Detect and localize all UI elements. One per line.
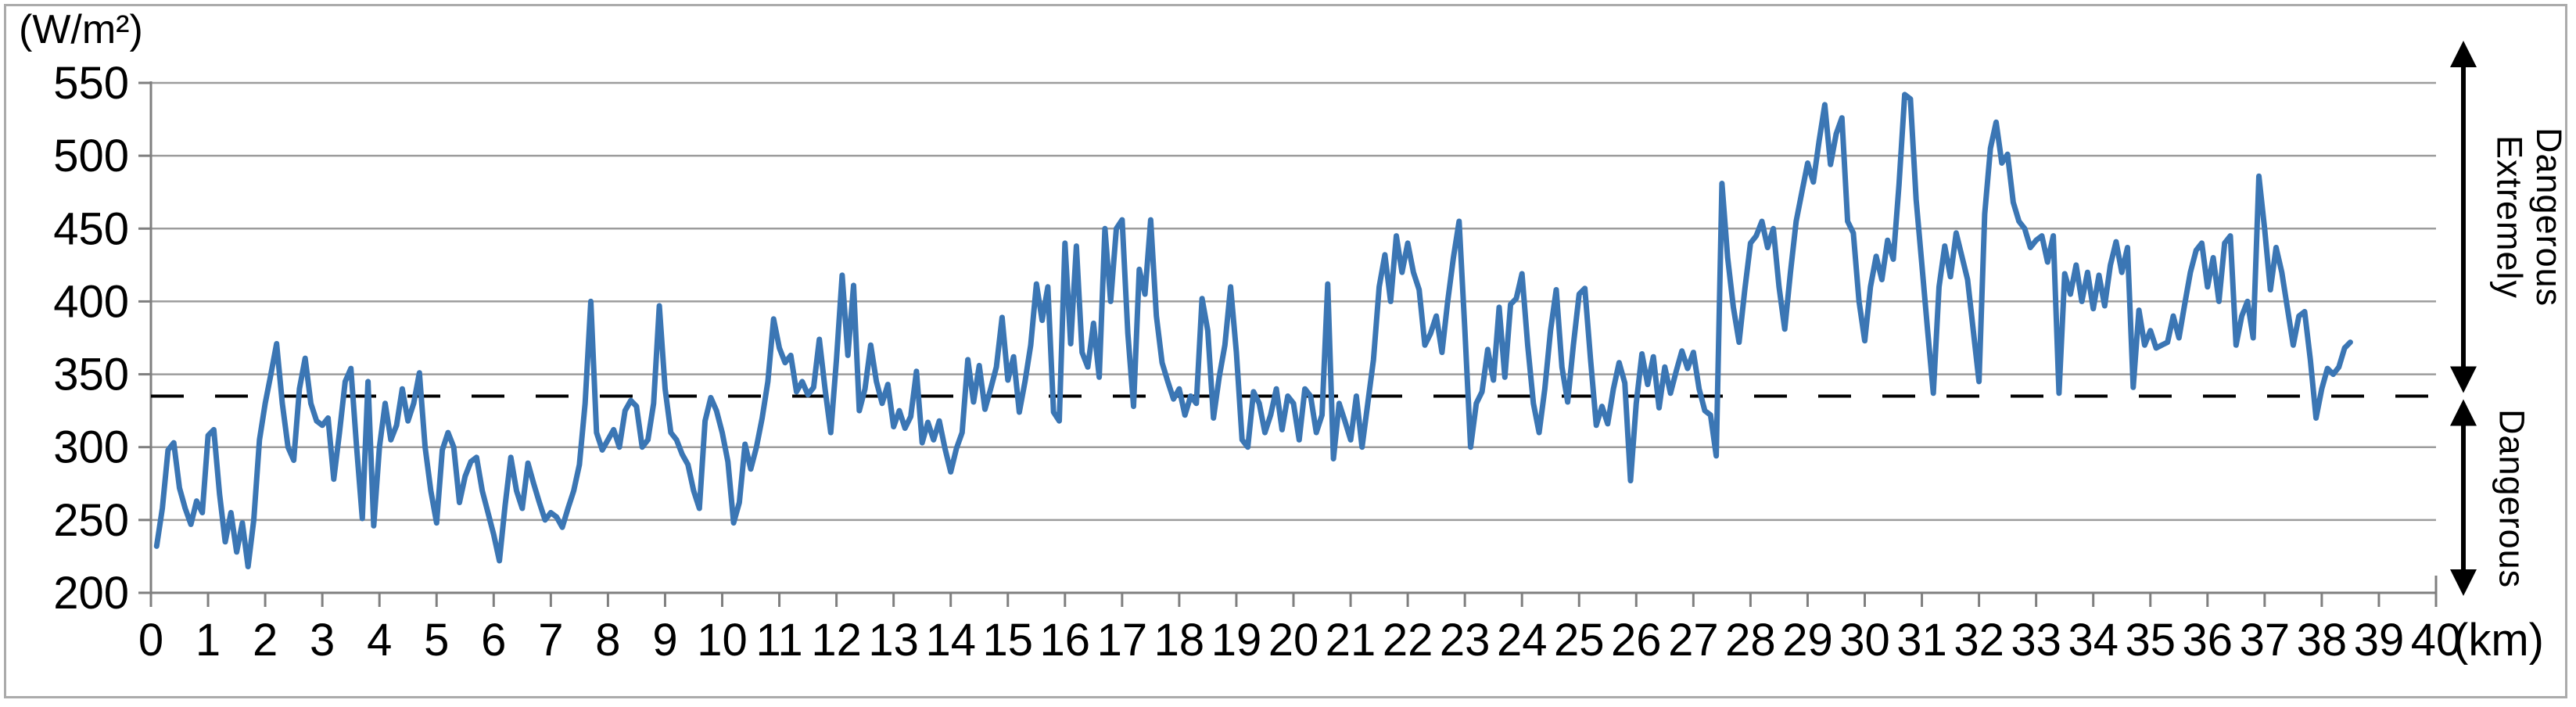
x-tick-label-28: 28	[1725, 615, 1776, 666]
x-tick-label-0: 0	[138, 615, 163, 666]
x-tick-label-12: 12	[811, 615, 862, 666]
y-tick-label-200: 200	[53, 568, 129, 619]
x-tick-label-33: 33	[2011, 615, 2061, 666]
series-line	[153, 92, 2353, 569]
zone-label-dangerous: Dangerous	[2492, 409, 2532, 589]
x-tick-label-34: 34	[2068, 615, 2119, 666]
x-tick-label-27: 27	[1668, 615, 1719, 666]
x-tick-label-15: 15	[982, 615, 1033, 666]
x-tick-label-9: 9	[652, 615, 677, 666]
x-tick-label-22: 22	[1383, 615, 1433, 666]
x-tick-label-38: 38	[2297, 615, 2348, 666]
x-tick-label-24: 24	[1497, 615, 1548, 666]
x-tick-label-23: 23	[1440, 615, 1491, 666]
x-tick-label-30: 30	[1839, 615, 1890, 666]
x-tick-label-19: 19	[1211, 615, 1262, 666]
zone-arrow-dangerous-head-up	[2450, 399, 2477, 426]
x-tick-label-21: 21	[1326, 615, 1376, 666]
zone-arrow-extremely-dangerous-head-down	[2450, 366, 2477, 393]
zone-arrow-dangerous-head-down	[2450, 569, 2477, 596]
y-tick-label-350: 350	[53, 350, 129, 400]
x-tick-label-13: 13	[868, 615, 919, 666]
y-tick-label-500: 500	[53, 131, 129, 181]
x-tick-label-8: 8	[595, 615, 620, 666]
x-tick-label-40: 40	[2411, 615, 2462, 666]
x-tick-label-1: 1	[196, 615, 221, 666]
x-tick-label-32: 32	[1954, 615, 2004, 666]
x-tick-label-6: 6	[481, 615, 506, 666]
x-tick-label-20: 20	[1268, 615, 1319, 666]
x-tick-label-11: 11	[755, 615, 802, 666]
x-tick-label-3: 3	[310, 615, 335, 666]
x-tick-label-25: 25	[1554, 615, 1605, 666]
y-tick-label-300: 300	[53, 422, 129, 473]
x-tick-label-5: 5	[424, 615, 449, 666]
y-axis-unit-label: (W/m²)	[19, 7, 143, 52]
x-tick-label-14: 14	[925, 615, 976, 666]
x-tick-label-39: 39	[2354, 615, 2405, 666]
y-tick-label-250: 250	[53, 495, 129, 546]
zone-label-extremely-dangerous: Extremely Dangerous	[2489, 127, 2569, 307]
y-tick-label-450: 450	[53, 203, 129, 254]
x-tick-label-36: 36	[2183, 615, 2233, 666]
y-tick-label-550: 550	[53, 58, 129, 109]
y-tick-label-400: 400	[53, 276, 129, 327]
x-tick-label-17: 17	[1097, 615, 1148, 666]
x-axis-unit-label: (km)	[2453, 615, 2544, 666]
x-tick-label-29: 29	[1782, 615, 1833, 666]
x-tick-label-4: 4	[367, 615, 392, 666]
x-tick-label-31: 31	[1896, 615, 1947, 666]
x-tick-label-26: 26	[1611, 615, 1662, 666]
x-tick-label-2: 2	[253, 615, 278, 666]
x-tick-label-16: 16	[1040, 615, 1091, 666]
x-tick-label-37: 37	[2240, 615, 2291, 666]
x-tick-label-18: 18	[1154, 615, 1205, 666]
x-tick-label-7: 7	[538, 615, 563, 666]
x-tick-label-10: 10	[697, 615, 748, 666]
zone-arrow-extremely-dangerous-head-up	[2450, 41, 2477, 67]
x-tick-label-35: 35	[2125, 615, 2176, 666]
